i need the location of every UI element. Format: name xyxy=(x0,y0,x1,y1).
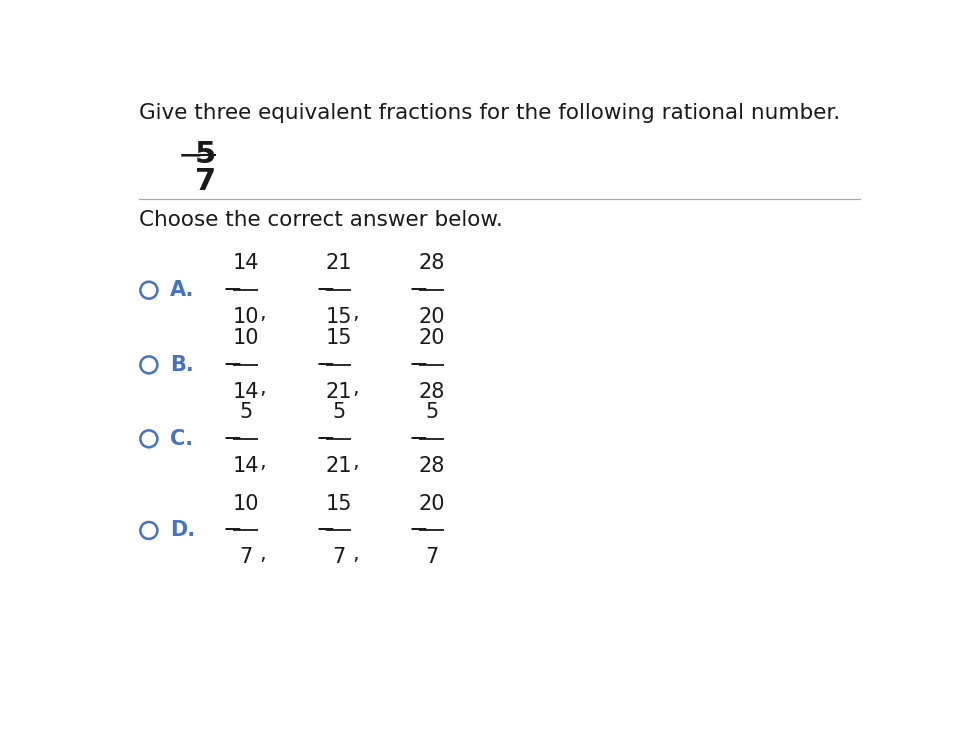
Text: A.: A. xyxy=(169,280,194,300)
Text: −: − xyxy=(222,427,243,451)
Text: ,: , xyxy=(353,378,359,398)
Text: 28: 28 xyxy=(419,254,445,273)
Text: −: − xyxy=(177,141,203,170)
Text: 5: 5 xyxy=(332,402,346,422)
Text: −: − xyxy=(408,518,429,542)
Text: ,: , xyxy=(260,452,266,472)
Text: D.: D. xyxy=(169,520,195,541)
Text: Choose the correct answer below.: Choose the correct answer below. xyxy=(139,210,503,230)
Text: 7: 7 xyxy=(332,548,346,568)
Text: Give three equivalent fractions for the following rational number.: Give three equivalent fractions for the … xyxy=(139,103,840,123)
Text: ,: , xyxy=(260,378,266,398)
Text: −: − xyxy=(408,427,429,451)
Text: ,: , xyxy=(353,544,359,563)
Text: 15: 15 xyxy=(325,494,352,514)
Text: 7: 7 xyxy=(240,548,252,568)
Text: 20: 20 xyxy=(419,308,445,327)
Text: 7: 7 xyxy=(425,548,438,568)
Text: ,: , xyxy=(353,303,359,323)
Text: −: − xyxy=(222,278,243,302)
Text: −: − xyxy=(222,518,243,542)
Text: 28: 28 xyxy=(419,382,445,402)
Text: 21: 21 xyxy=(325,382,352,402)
Text: −: − xyxy=(222,353,243,377)
Text: 5: 5 xyxy=(425,402,438,422)
Text: −: − xyxy=(316,278,335,302)
Text: −: − xyxy=(316,518,335,542)
Text: 14: 14 xyxy=(233,382,259,402)
Text: B.: B. xyxy=(169,355,194,375)
Text: 5: 5 xyxy=(195,140,216,169)
Text: 15: 15 xyxy=(325,328,352,348)
Text: 10: 10 xyxy=(233,328,259,348)
Text: 7: 7 xyxy=(195,167,216,196)
Text: 10: 10 xyxy=(233,308,259,327)
Text: 21: 21 xyxy=(325,456,352,476)
Text: 14: 14 xyxy=(233,456,259,476)
Text: 5: 5 xyxy=(240,402,252,422)
Text: C.: C. xyxy=(169,429,193,448)
Text: −: − xyxy=(408,278,429,302)
Text: 21: 21 xyxy=(325,254,352,273)
Text: 20: 20 xyxy=(419,328,445,348)
Text: −: − xyxy=(408,353,429,377)
Text: ,: , xyxy=(260,303,266,323)
Text: ,: , xyxy=(260,544,266,563)
Text: 14: 14 xyxy=(233,254,259,273)
Text: 20: 20 xyxy=(419,494,445,514)
Text: 28: 28 xyxy=(419,456,445,476)
Text: 10: 10 xyxy=(233,494,259,514)
Text: 15: 15 xyxy=(325,308,352,327)
Text: −: − xyxy=(316,353,335,377)
Text: ,: , xyxy=(353,452,359,472)
Text: −: − xyxy=(316,427,335,451)
